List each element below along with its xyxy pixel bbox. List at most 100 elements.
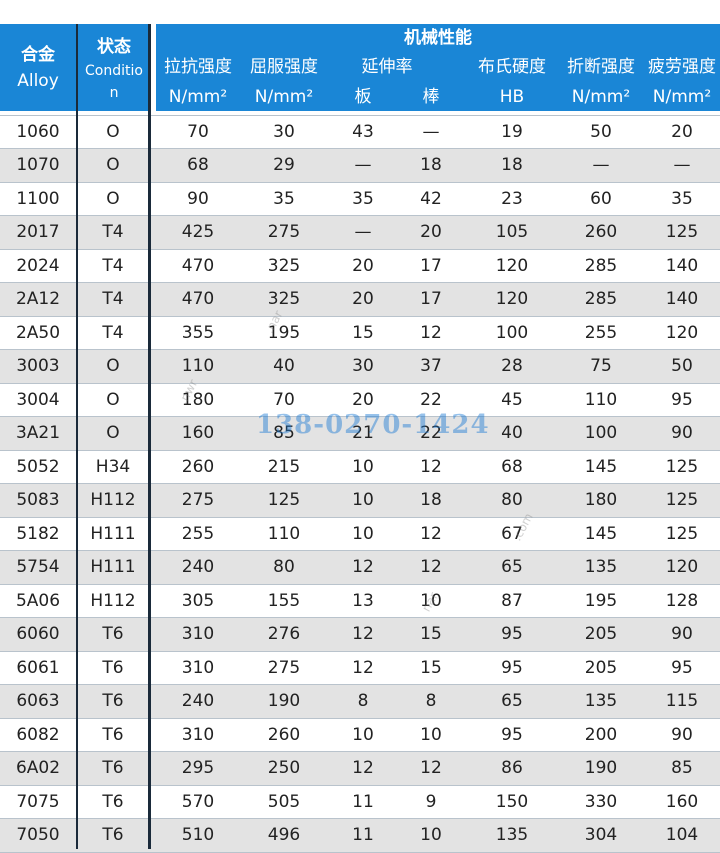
cell-yield: 496 — [267, 825, 301, 846]
row-divider — [0, 382, 720, 384]
table-row: 3003 O 110 40 30 37 28 75 50 — [0, 349, 720, 383]
cell-elong-plate: 15 — [352, 322, 374, 343]
cell-elong-plate: 11 — [352, 791, 374, 812]
cell-fatigue: 125 — [665, 456, 699, 477]
cell-yield: 110 — [267, 523, 301, 544]
row-divider — [0, 248, 720, 250]
cell-fracture: 200 — [584, 724, 618, 745]
cell-elong-plate: 10 — [352, 724, 374, 745]
cell-elong-plate: — — [354, 222, 372, 243]
cell-fatigue: 90 — [671, 624, 693, 645]
cell-condition: T6 — [102, 657, 124, 678]
cell-fracture: 145 — [584, 456, 618, 477]
cell-yield: 276 — [267, 624, 301, 645]
cell-condition: T4 — [102, 289, 124, 310]
cell-alloy: 3004 — [16, 389, 60, 410]
cell-fracture: 285 — [584, 255, 618, 276]
header-unit-fatigue: N/mm² — [652, 87, 712, 107]
row-divider — [0, 215, 720, 216]
cell-fatigue: 160 — [665, 791, 699, 812]
table-row: 5083 H112 275 125 10 18 80 180 125 — [0, 483, 720, 517]
header-col-tensile: 拉抗强度 — [164, 57, 232, 77]
row-divider — [0, 483, 720, 484]
cell-yield: 30 — [273, 121, 295, 142]
cell-condition: H34 — [95, 456, 131, 477]
row-divider — [0, 583, 720, 585]
cell-fracture: 285 — [584, 289, 618, 310]
header-condition-cn: 状态 — [97, 37, 131, 57]
cell-fracture: 205 — [584, 657, 618, 678]
divider-alloy — [76, 24, 78, 849]
table-row: 6061 T6 310 275 12 15 95 205 95 — [0, 651, 720, 685]
cell-elong-plate: 30 — [352, 356, 374, 377]
cell-condition: T6 — [102, 624, 124, 645]
cell-hardness: 18 — [501, 155, 523, 176]
header-unit-yield: N/mm² — [254, 87, 314, 107]
cell-yield: 195 — [267, 322, 301, 343]
row-divider — [0, 717, 720, 719]
header-unit-tensile: N/mm² — [168, 87, 228, 107]
cell-tensile: 255 — [181, 523, 215, 544]
cell-alloy: 5083 — [16, 490, 60, 511]
cell-elong-plate: 12 — [352, 657, 374, 678]
header-col-fracture: 折断强度 — [567, 57, 635, 77]
cell-tensile: 90 — [187, 188, 209, 209]
cell-yield: 275 — [267, 657, 301, 678]
header-condition: 状态 Conditio n — [78, 24, 150, 111]
cell-elong-plate: 12 — [352, 758, 374, 779]
cell-elong-bar: 18 — [420, 155, 442, 176]
row-divider — [0, 114, 720, 116]
cell-fracture: 190 — [584, 758, 618, 779]
cell-elong-plate: 20 — [352, 389, 374, 410]
cell-yield: 260 — [267, 724, 301, 745]
cell-tensile: 305 — [181, 590, 215, 611]
cell-fracture: 304 — [584, 825, 618, 846]
header-unit-fracture: N/mm² — [571, 87, 631, 107]
cell-tensile: 310 — [181, 624, 215, 645]
cell-hardness: 95 — [501, 724, 523, 745]
cell-alloy: 7050 — [16, 825, 60, 846]
cell-fatigue: 50 — [671, 356, 693, 377]
cell-fatigue: — — [673, 155, 691, 176]
cell-yield: 85 — [273, 423, 295, 444]
cell-tensile: 570 — [181, 791, 215, 812]
cell-fatigue: 90 — [671, 423, 693, 444]
cell-hardness: 45 — [501, 389, 523, 410]
cell-elong-bar: 15 — [420, 657, 442, 678]
cell-elong-bar: 10 — [420, 590, 442, 611]
cell-yield: 505 — [267, 791, 301, 812]
cell-elong-bar: 42 — [420, 188, 442, 209]
cell-tensile: 180 — [181, 389, 215, 410]
cell-hardness: 28 — [501, 356, 523, 377]
row-divider — [0, 784, 720, 786]
cell-tensile: 70 — [187, 121, 209, 142]
cell-fracture: 180 — [584, 490, 618, 511]
cell-yield: 70 — [273, 389, 295, 410]
cell-fracture: 100 — [584, 423, 618, 444]
cell-tensile: 295 — [181, 758, 215, 779]
table-row: 2A50 T4 355 195 15 12 100 255 120 — [0, 316, 720, 350]
cell-hardness: 65 — [501, 557, 523, 578]
cell-yield: 250 — [267, 758, 301, 779]
table-row: 1070 O 68 29 — 18 18 — — — [0, 148, 720, 182]
cell-condition: H112 — [90, 590, 136, 611]
cell-elong-plate: 10 — [352, 523, 374, 544]
cell-elong-plate: 20 — [352, 289, 374, 310]
cell-alloy: 2A12 — [15, 289, 61, 310]
cell-elong-plate: 35 — [352, 188, 374, 209]
cell-alloy: 1060 — [16, 121, 60, 142]
cell-alloy: 2A50 — [15, 322, 61, 343]
table-row: 7075 T6 570 505 11 9 150 330 160 — [0, 785, 720, 819]
table-row: 5052 H34 260 215 10 12 68 145 125 — [0, 450, 720, 484]
row-divider — [0, 550, 720, 551]
table-row: 1060 O 70 30 43 — 19 50 20 — [0, 115, 720, 149]
cell-elong-bar: 17 — [420, 255, 442, 276]
cell-hardness: 86 — [501, 758, 523, 779]
cell-hardness: 68 — [501, 456, 523, 477]
cell-elong-bar: 12 — [420, 758, 442, 779]
cell-elong-plate: 43 — [352, 121, 374, 142]
cell-elong-plate: 13 — [352, 590, 374, 611]
header-col-elongation: 延伸率 — [361, 57, 413, 77]
cell-alloy: 6063 — [16, 691, 60, 712]
cell-fatigue: 120 — [665, 322, 699, 343]
